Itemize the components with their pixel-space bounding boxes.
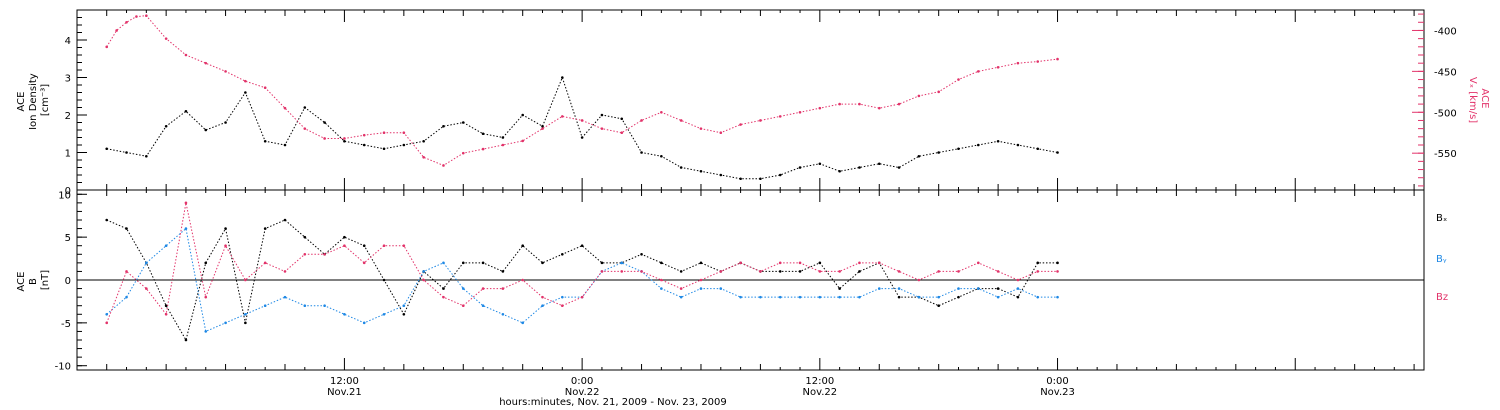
by-point (798, 295, 802, 299)
density-tick-label: 3 (65, 74, 71, 85)
b-tick-label: -5 (61, 319, 71, 330)
vx-axis-title: ACE Vₓ [km/s] (1467, 77, 1490, 123)
density-point (858, 166, 861, 169)
time-tick-label: 12:00 (330, 376, 359, 387)
by-point (184, 227, 188, 230)
top-panel-frame (76, 9, 1425, 191)
bx-point (798, 270, 802, 273)
density-point (105, 147, 109, 151)
vx-point (481, 147, 485, 151)
density-point (759, 177, 762, 181)
density-point (877, 162, 881, 166)
bz-series (106, 202, 1058, 324)
vx-tick-label: -500 (1434, 108, 1457, 119)
by-point (917, 295, 921, 299)
date-tick-label: Nov.21 (327, 387, 362, 398)
density-point (739, 177, 742, 181)
density-point (778, 173, 782, 177)
vx-point (759, 119, 762, 122)
legend-bx: Bₓ (1436, 213, 1447, 224)
by-point (778, 295, 782, 299)
time-tick-label: 0:00 (1046, 376, 1068, 387)
top-panel-series (105, 14, 1059, 181)
bx-point (1056, 261, 1059, 265)
bz-point (937, 270, 940, 273)
vx-point (561, 115, 564, 118)
vx-axis-ticks: -400 -450 -500 -550 (1412, 13, 1457, 187)
vx-tick-label: -450 (1434, 67, 1457, 78)
b-axis-ticks: 10 5 0 -5 -10 (55, 190, 87, 373)
density-axis-title: ACE Ion Density [cm⁻³] (16, 70, 51, 130)
bz-point (1056, 270, 1059, 273)
by-point (739, 295, 742, 299)
b-axis-title: ACE B [nT] (16, 268, 51, 291)
b-tick-label: 10 (58, 190, 71, 201)
by-point (759, 295, 762, 299)
density-point (1056, 151, 1059, 154)
density-axis-ticks: 0 1 2 3 4 (65, 9, 87, 197)
date-tick-label: Nov.22 (565, 387, 600, 398)
density-point (937, 151, 940, 154)
bz-point (897, 270, 901, 273)
density-tick-label: 1 (65, 149, 71, 160)
vx-point (620, 131, 624, 135)
vx-point (739, 123, 742, 126)
b-tick-label: 0 (65, 276, 71, 287)
vx-tick-label: -550 (1434, 149, 1457, 160)
bx-series (106, 219, 1058, 342)
density-point (957, 147, 960, 151)
density-point (343, 139, 346, 143)
vx-series (106, 15, 1058, 167)
time-tick-label: 12:00 (805, 376, 834, 387)
bx-point (778, 270, 782, 273)
bz-point (402, 244, 406, 248)
by-point (818, 295, 822, 299)
bottom-panel-series (105, 201, 1059, 342)
density-tick-label: 4 (65, 36, 71, 47)
by-point (204, 330, 208, 333)
legend-bz: Bᴢ (1436, 292, 1448, 303)
vx-point (501, 143, 505, 147)
density-tick-label: 2 (65, 111, 71, 122)
density-series (106, 76, 1058, 180)
b-tick-label: 5 (65, 233, 71, 244)
vx-point (877, 106, 881, 110)
bz-point (1036, 270, 1040, 273)
vx-tick-label: -400 (1434, 26, 1457, 37)
bz-point (838, 270, 841, 273)
bx-point (224, 227, 227, 230)
bz-point (481, 287, 485, 290)
bz-point (184, 201, 188, 205)
density-point (442, 124, 445, 128)
by-point (481, 304, 485, 308)
by-point (838, 295, 841, 299)
date-tick-label: Nov.22 (803, 387, 838, 398)
time-axis-ticks: 12:00Nov.210:00Nov.2212:00Nov.220:00Nov.… (106, 10, 1415, 398)
x-axis-title: hours:minutes, Nov. 21, 2009 - Nov. 23, … (499, 397, 727, 408)
vx-point (977, 70, 980, 73)
date-tick-label: Nov.23 (1040, 387, 1075, 398)
by-point (283, 295, 287, 299)
density-tick-label: 0 (65, 186, 71, 197)
density-point (481, 132, 485, 136)
density-point (917, 154, 921, 158)
legend-by: Bᵧ (1436, 254, 1447, 265)
vx-point (897, 102, 901, 106)
time-tick-label: 0:00 (571, 376, 593, 387)
b-tick-label: -10 (55, 362, 71, 373)
